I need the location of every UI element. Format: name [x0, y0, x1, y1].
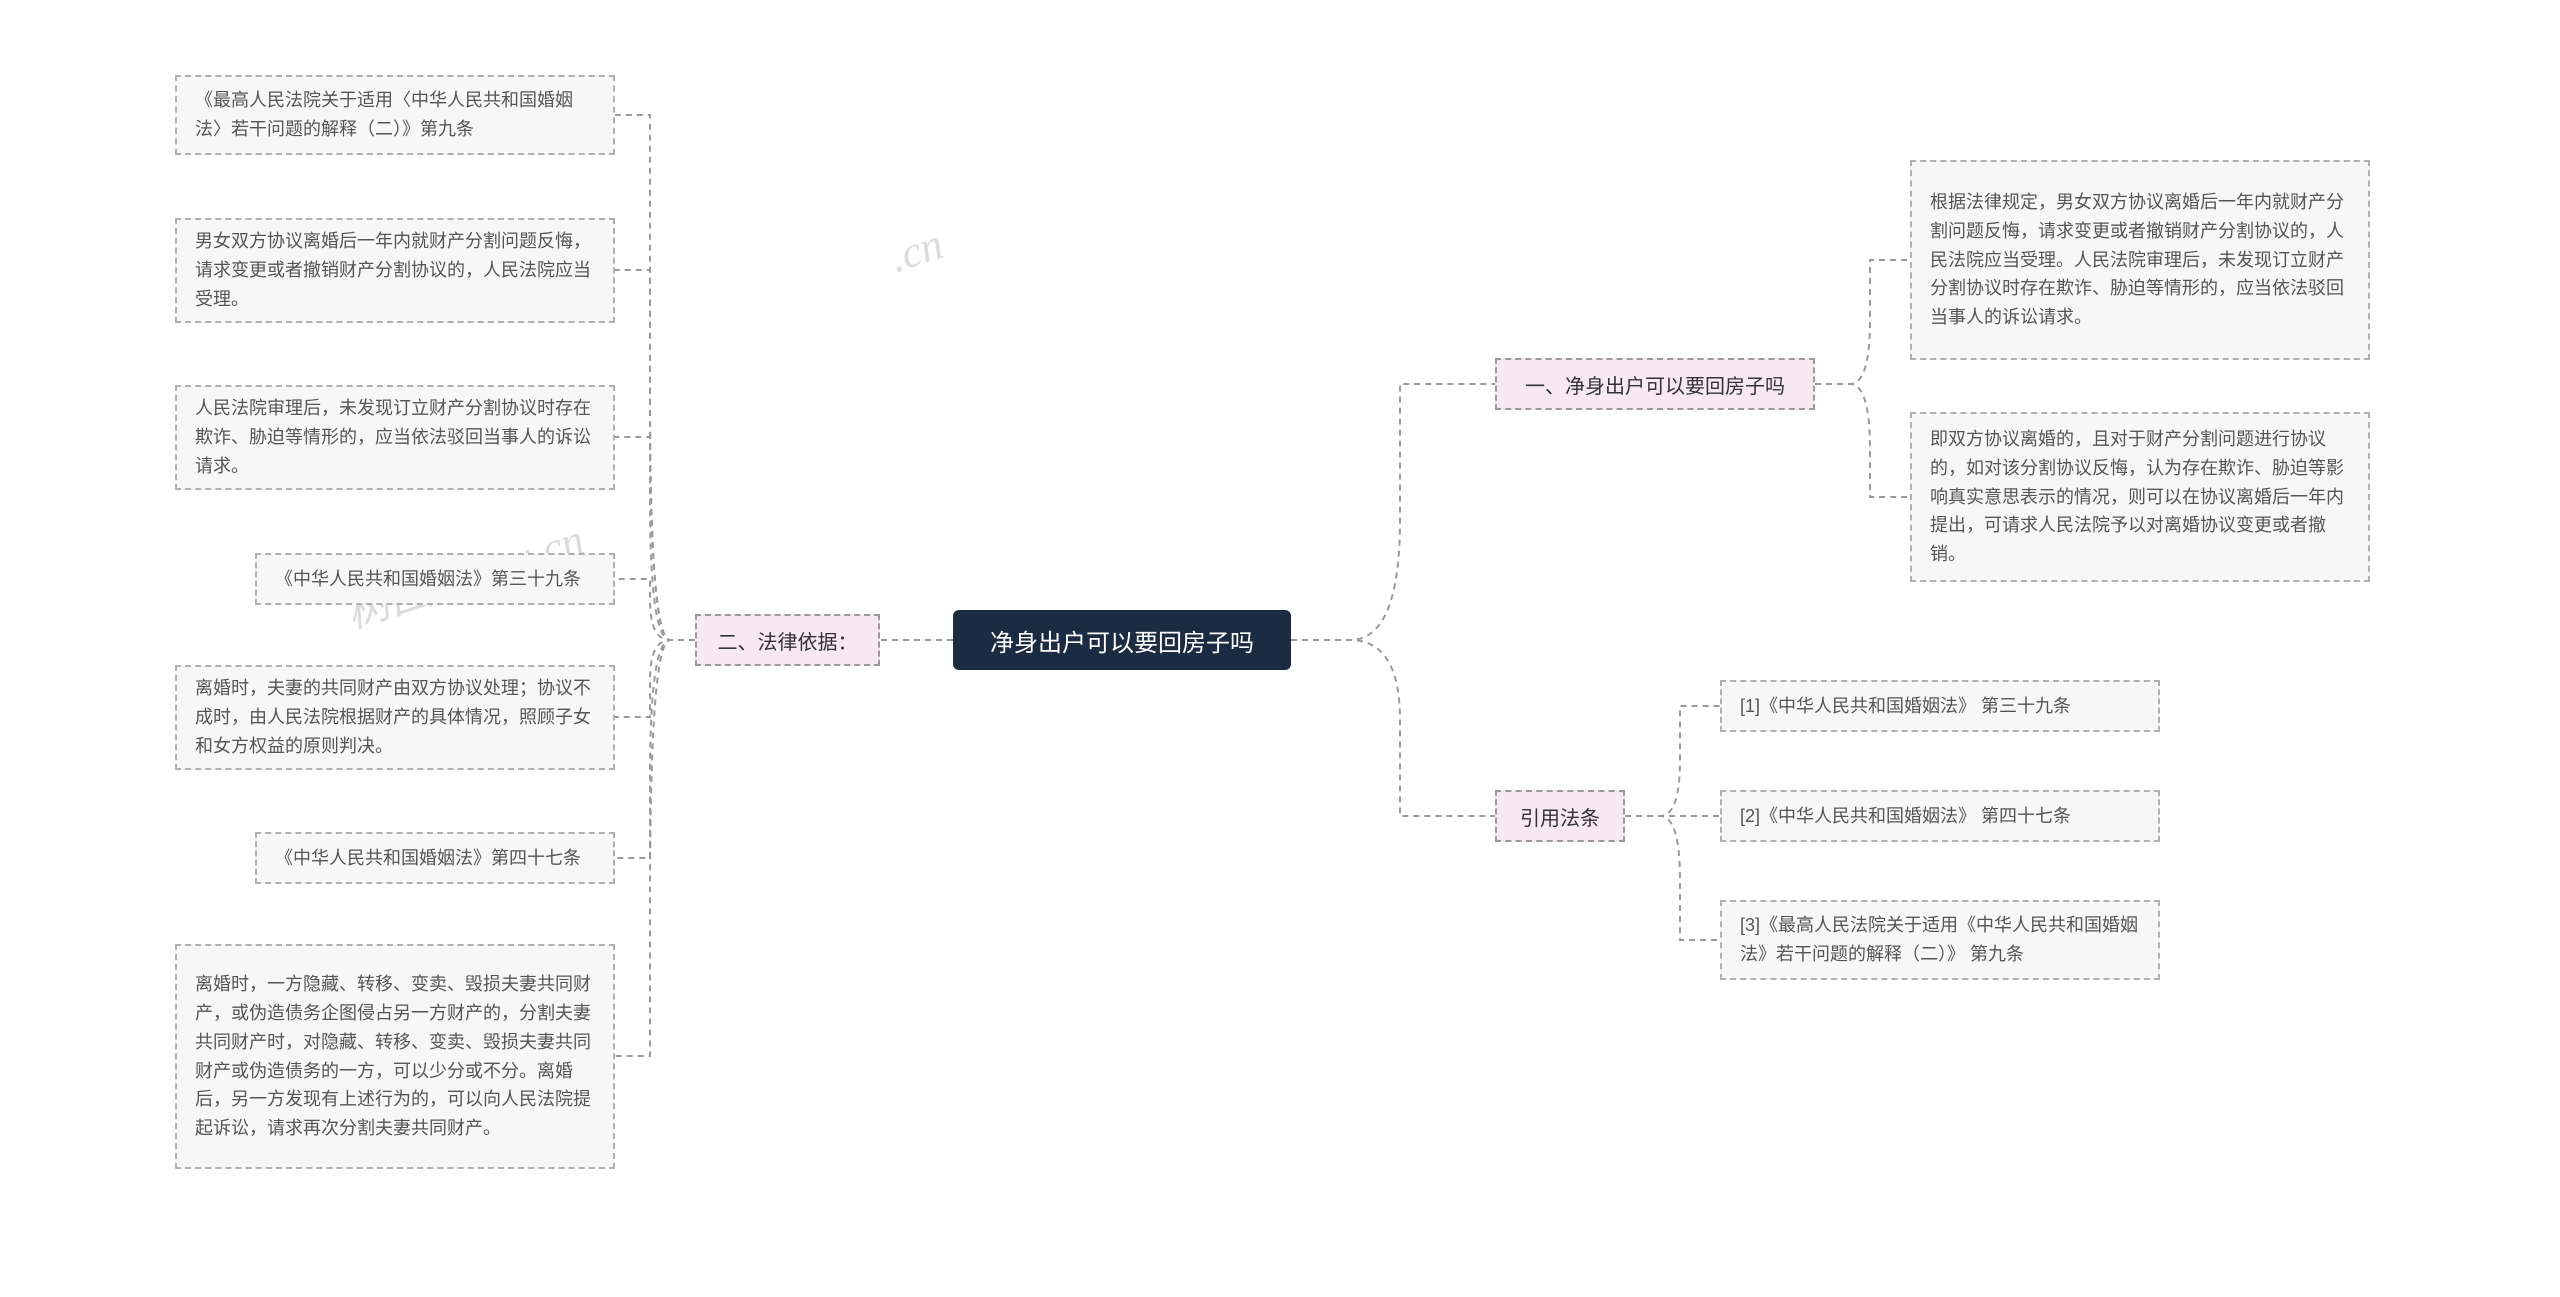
- mindmap-root: 净身出户可以要回房子吗: [953, 610, 1291, 670]
- leaf-l3: 《中华人民共和国婚姻法》第三十九条: [255, 553, 615, 605]
- branch-left-label: 二、法律依据：: [717, 626, 858, 655]
- leaf-r2-1: [2]《中华人民共和国婚姻法》 第四十七条: [1720, 790, 2160, 842]
- branch-right-1: 一、净身出户可以要回房子吗: [1495, 358, 1815, 410]
- leaf-l1: 男女双方协议离婚后一年内就财产分割问题反悔，请求变更或者撤销财产分割协议的，人民…: [175, 218, 615, 323]
- leaf-r2-0: [1]《中华人民共和国婚姻法》 第三十九条: [1720, 680, 2160, 732]
- leaf-l5: 《中华人民共和国婚姻法》第四十七条: [255, 832, 615, 884]
- leaf-l4: 离婚时，夫妻的共同财产由双方协议处理；协议不成时，由人民法院根据财产的具体情况，…: [175, 665, 615, 770]
- root-label: 净身出户可以要回房子吗: [981, 623, 1263, 658]
- leaf-r1-0: 根据法律规定，男女双方协议离婚后一年内就财产分割问题反悔，请求变更或者撤销财产分…: [1910, 160, 2370, 360]
- branch-left: 二、法律依据：: [695, 614, 880, 666]
- branch-right-2-label: 引用法条: [1517, 802, 1603, 831]
- watermark-3: .cn: [883, 218, 949, 283]
- leaf-l0: 《最高人民法院关于适用〈中华人民共和国婚姻法〉若干问题的解释（二）》第九条: [175, 75, 615, 155]
- leaf-r2-2: [3]《最高人民法院关于适用《中华人民共和国婚姻法》若干问题的解释（二）》 第九…: [1720, 900, 2160, 980]
- branch-right-2: 引用法条: [1495, 790, 1625, 842]
- leaf-r1-1: 即双方协议离婚的，且对于财产分割问题进行协议的，如对该分割协议反悔，认为存在欺诈…: [1910, 412, 2370, 582]
- leaf-l6: 离婚时，一方隐藏、转移、变卖、毁损夫妻共同财产，或伪造债务企图侵占另一方财产的，…: [175, 944, 615, 1169]
- branch-right-1-label: 一、净身出户可以要回房子吗: [1517, 370, 1793, 399]
- leaf-l2: 人民法院审理后，未发现订立财产分割协议时存在欺诈、胁迫等情形的，应当依法驳回当事…: [175, 385, 615, 490]
